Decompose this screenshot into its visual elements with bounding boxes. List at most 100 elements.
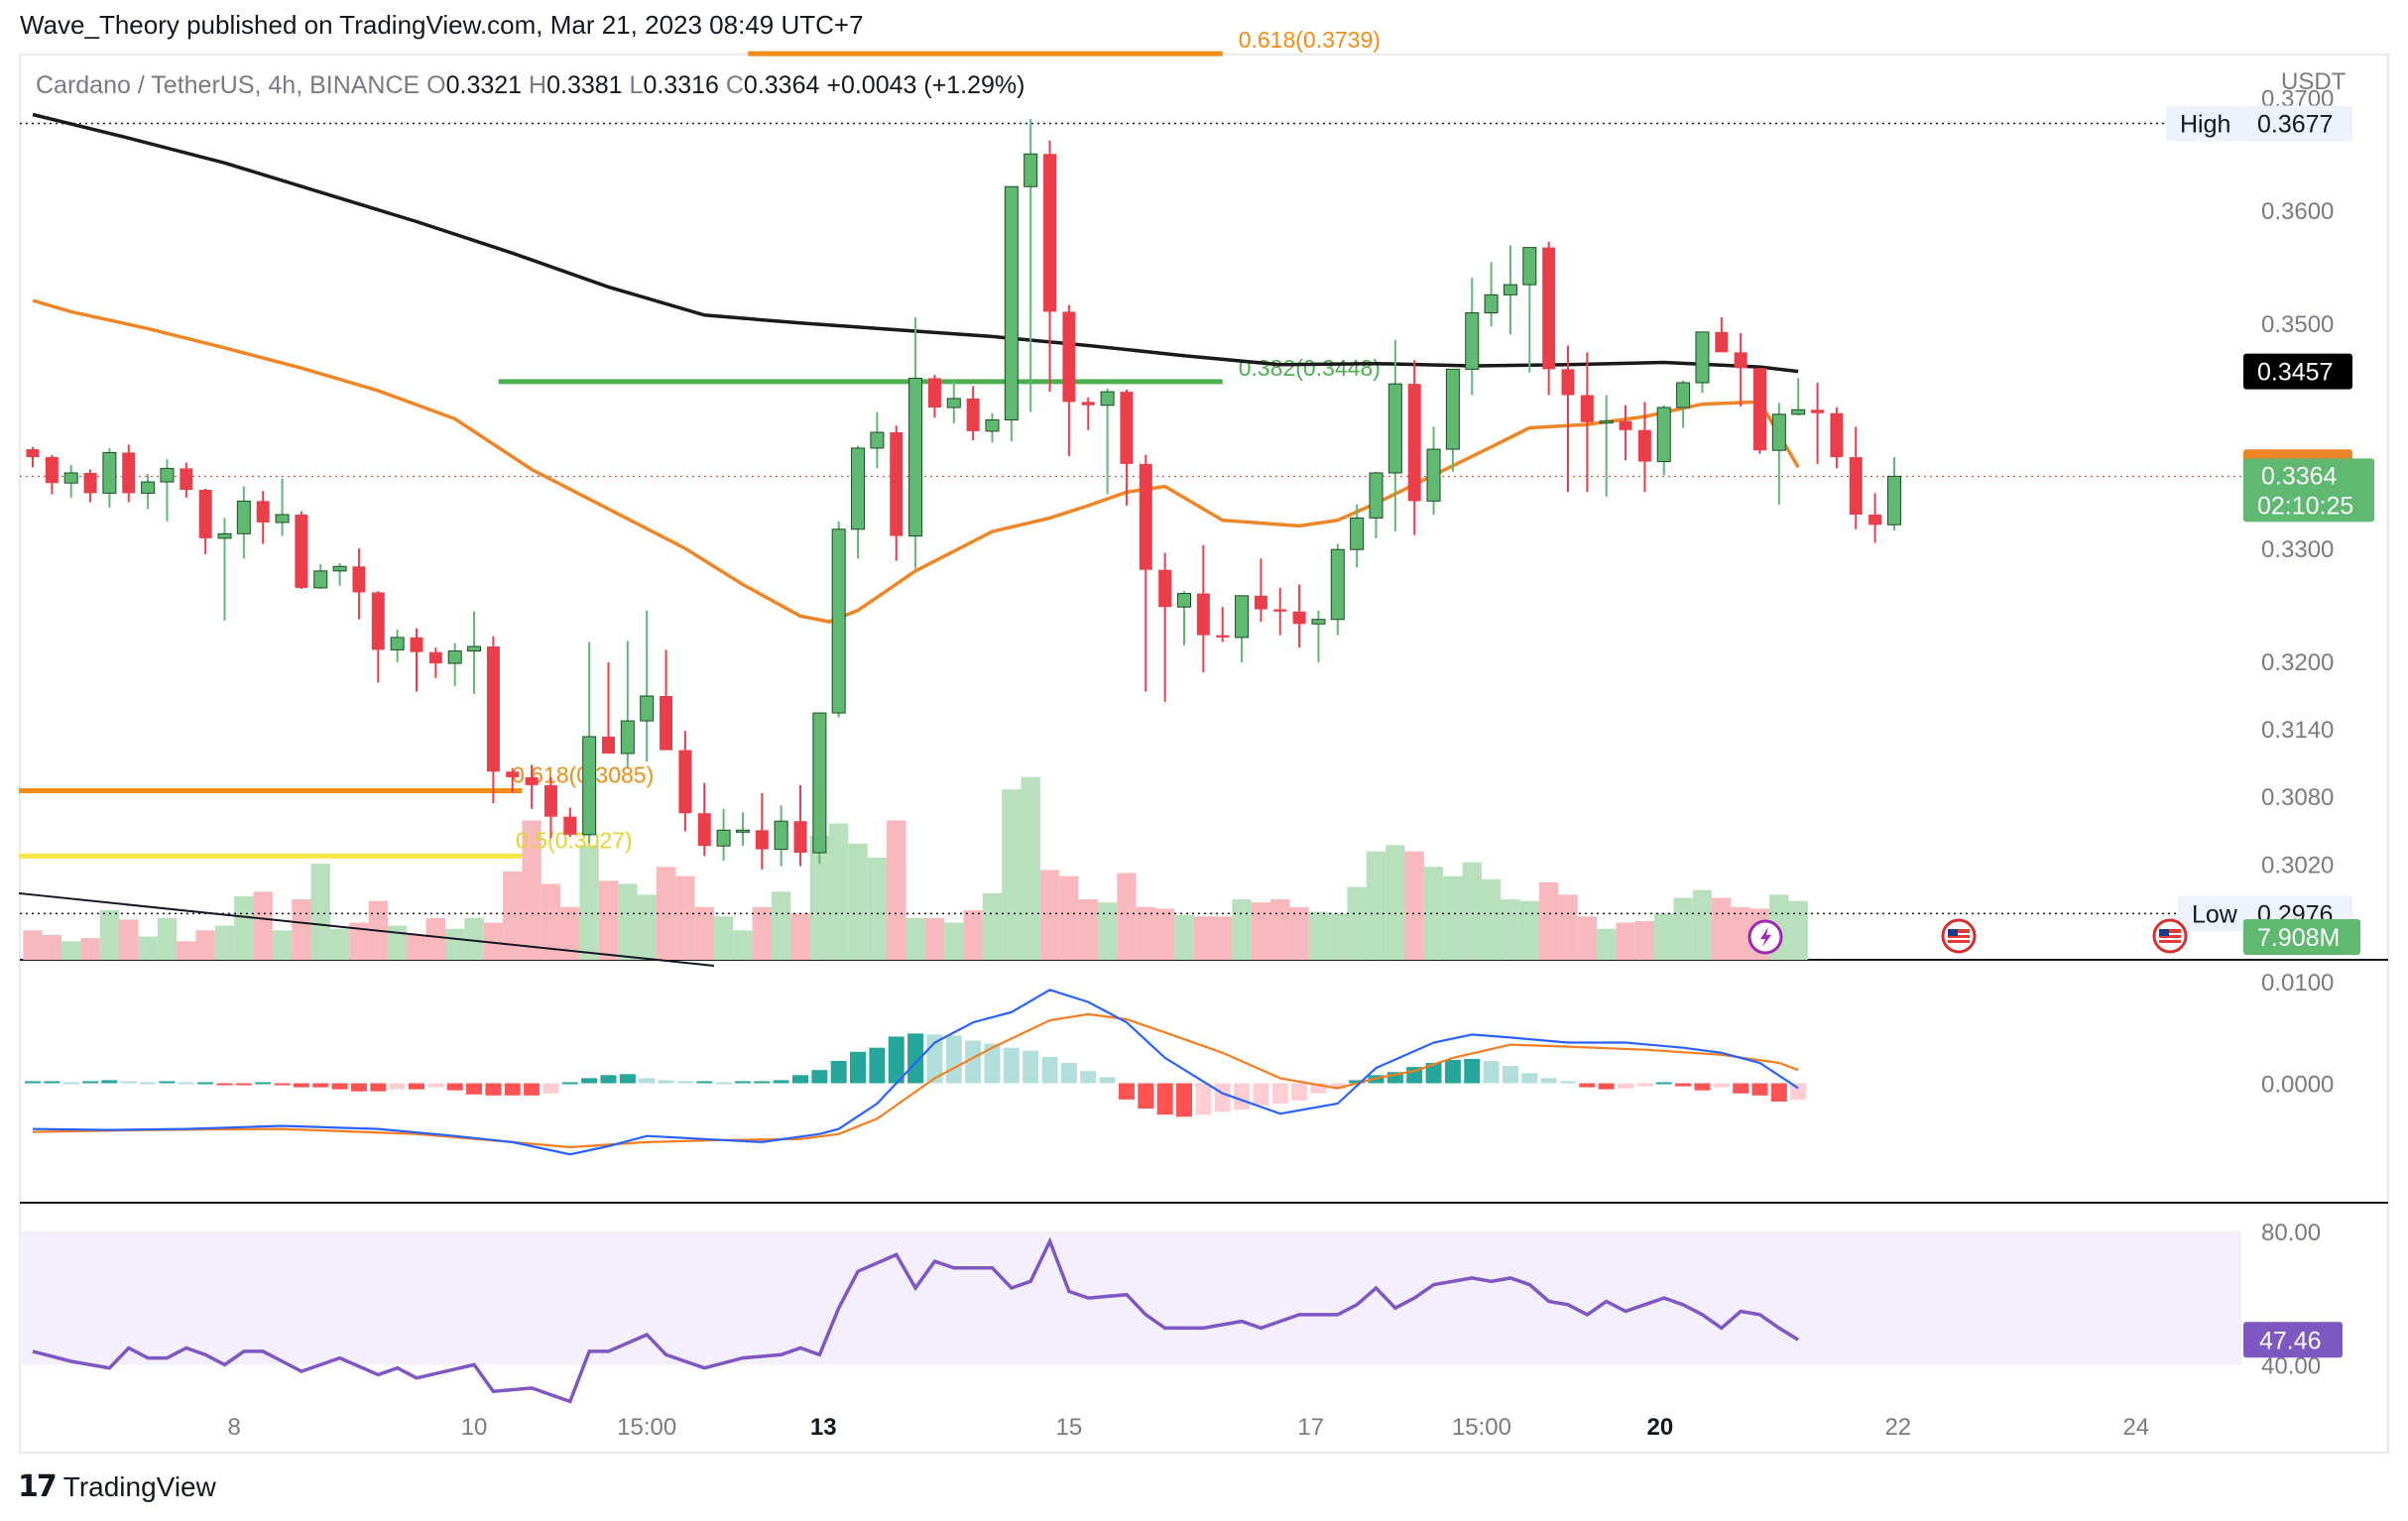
candle xyxy=(1580,352,1594,493)
macd-hist-bar xyxy=(1060,1063,1077,1084)
volume-bar xyxy=(713,916,734,960)
candle xyxy=(755,792,769,871)
volume-bar xyxy=(1423,867,1444,960)
ohlc-legend: Cardano / TetherUS, 4h, BINANCE O0.3321 … xyxy=(36,71,1025,99)
fib-level-label: 0.618(0.3739) xyxy=(1239,27,1381,53)
candle-body xyxy=(946,398,961,409)
candle-body xyxy=(1599,420,1614,424)
candle-body xyxy=(1849,457,1863,515)
candle-body xyxy=(1522,247,1537,286)
volume-bar xyxy=(1558,894,1578,960)
volume-bar xyxy=(329,928,350,960)
candle-body xyxy=(620,720,635,755)
candle xyxy=(660,649,673,751)
volume-bar xyxy=(560,906,580,960)
volume-bar xyxy=(42,935,62,960)
volume-bar xyxy=(733,930,753,960)
low-label-text: Low xyxy=(2192,900,2238,928)
volume-bar xyxy=(1251,902,1271,960)
us-flag-icon-stripe xyxy=(1948,933,1970,935)
last-price-value: 0.3364 xyxy=(2261,462,2338,490)
high-label-bg xyxy=(2166,105,2245,142)
volume-bar xyxy=(1213,916,1233,960)
candle xyxy=(1886,457,1901,530)
macd-hist-bar xyxy=(1291,1083,1308,1101)
macd-hist-bar xyxy=(734,1081,751,1084)
candle-body xyxy=(180,468,193,490)
macd-hist-bar xyxy=(1521,1073,1538,1084)
macd-hist-bar xyxy=(82,1081,99,1084)
macd-hist-bar xyxy=(1636,1083,1653,1087)
macd-hist-bar xyxy=(312,1083,329,1088)
candle xyxy=(1081,397,1095,430)
candle xyxy=(543,776,557,839)
candle-body xyxy=(1753,368,1766,451)
trendline xyxy=(18,891,715,967)
ohlc-open: 0.3321 xyxy=(446,71,529,99)
candle-body xyxy=(506,771,520,777)
candle-body xyxy=(102,451,117,494)
macd-hist-bar xyxy=(1598,1083,1615,1090)
macd-hist-bar xyxy=(409,1083,424,1090)
candle xyxy=(1158,552,1172,702)
macd-hist-bar xyxy=(1694,1083,1711,1091)
volume-bar xyxy=(1634,920,1655,960)
volume-bar xyxy=(1404,851,1424,960)
volume-bar xyxy=(675,876,695,960)
volume-bar xyxy=(618,883,638,960)
candle-body xyxy=(870,431,885,449)
candle xyxy=(716,808,731,861)
rsi-line xyxy=(32,1236,1800,1404)
candle-body xyxy=(908,377,923,537)
volume-bar xyxy=(195,930,215,960)
candle xyxy=(352,548,366,620)
macd-hist-bar xyxy=(1444,1059,1461,1084)
bar-countdown: 02:10:25 xyxy=(2257,492,2353,520)
ohlc-close: 0.3364 xyxy=(744,71,826,99)
candle-body xyxy=(697,813,711,847)
macd-hist-bar xyxy=(1713,1083,1730,1088)
candle-body xyxy=(563,816,577,835)
volume-bar xyxy=(503,871,523,960)
ohlc-high: 0.3381 xyxy=(546,71,629,99)
rsi-badge-bg xyxy=(2243,1322,2343,1358)
volume-bar xyxy=(1385,845,1405,960)
candle xyxy=(793,784,807,867)
volume-bar xyxy=(445,928,465,960)
candle xyxy=(966,386,980,440)
candle-body xyxy=(352,566,366,593)
macd-hist-bar xyxy=(658,1080,674,1084)
candle-body xyxy=(1139,463,1152,570)
candle xyxy=(1235,595,1250,662)
macd-hist-bar xyxy=(1271,1083,1288,1104)
candle xyxy=(63,464,78,498)
candle-body xyxy=(1100,391,1115,407)
time-axis-tick: 13 xyxy=(810,1414,837,1441)
candle xyxy=(236,486,251,559)
macd-hist-bar xyxy=(773,1080,789,1084)
candle xyxy=(640,610,655,761)
macd-hist-bar xyxy=(1138,1083,1154,1110)
macd-hist-bar xyxy=(293,1083,309,1088)
volume-badge: 7.908M xyxy=(2243,919,2360,955)
candle-body xyxy=(543,784,557,817)
price-badge: 0.3457 xyxy=(2243,353,2352,390)
macd-hist-bar xyxy=(907,1033,924,1084)
macd-hist-bar xyxy=(1770,1083,1787,1102)
macd-hist-bar xyxy=(1464,1058,1481,1084)
macd-hist-bar xyxy=(1176,1083,1192,1117)
macd-hist-bar xyxy=(1099,1077,1116,1084)
volume-bar xyxy=(272,930,293,960)
candle-body xyxy=(1715,331,1729,353)
candle xyxy=(1753,368,1766,454)
macd-hist-bar xyxy=(984,1043,1001,1084)
volume-bar xyxy=(1347,886,1367,960)
candle-body xyxy=(1465,312,1480,370)
us-flag-icon-canton xyxy=(2159,929,2169,936)
macd-hist-bar xyxy=(101,1080,118,1084)
candle-body xyxy=(332,565,347,572)
volume-bar xyxy=(1328,913,1348,960)
candle xyxy=(1292,584,1306,648)
candle-body xyxy=(371,592,385,650)
